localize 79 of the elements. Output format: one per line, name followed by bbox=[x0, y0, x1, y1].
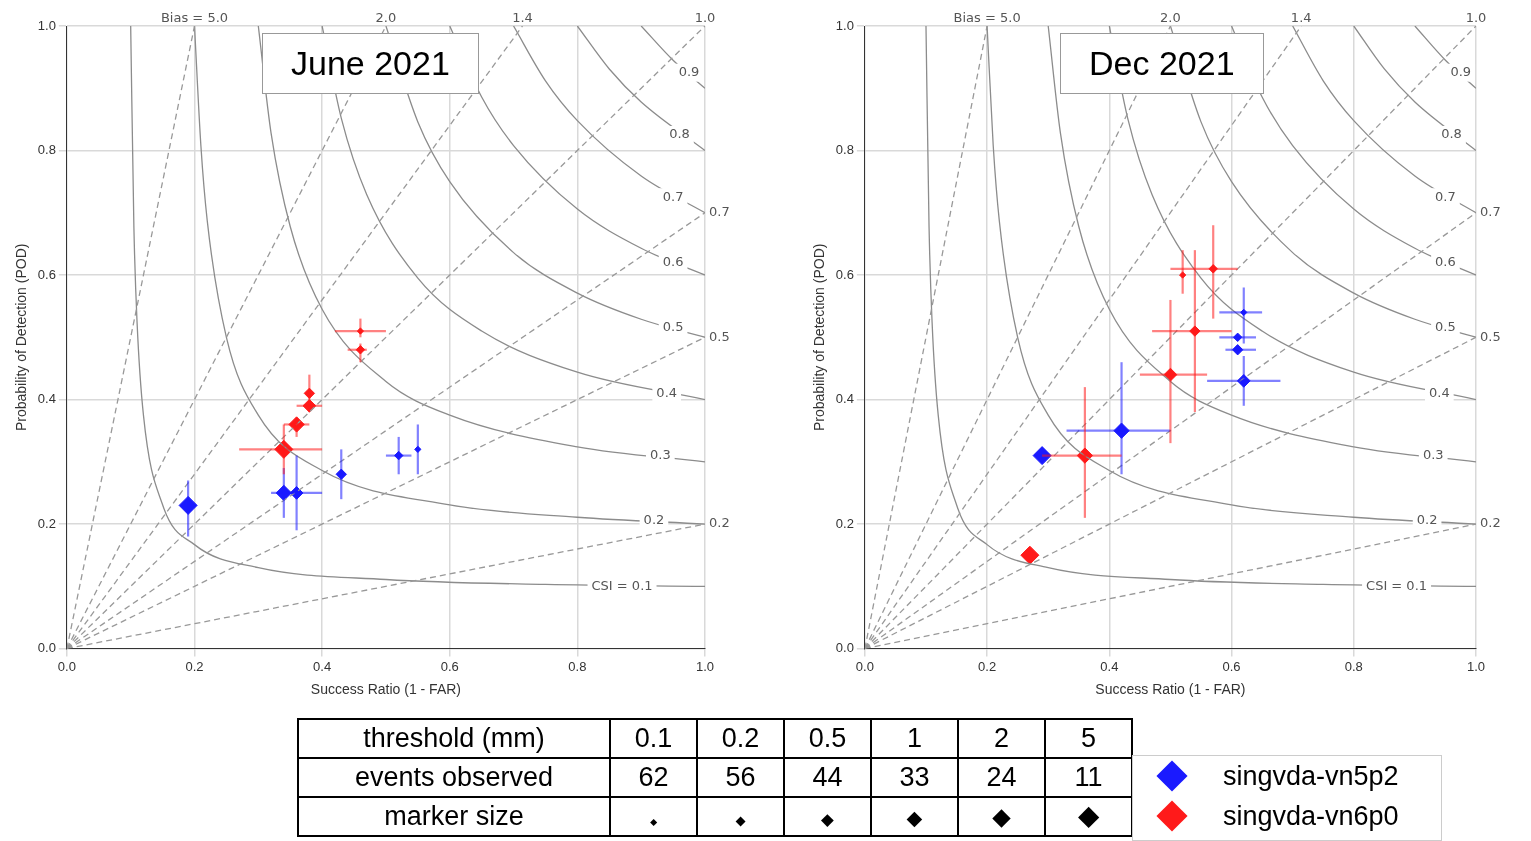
y-tick-label: 0.0 bbox=[835, 640, 854, 656]
annotation: 0.2 bbox=[643, 512, 665, 528]
annotation: CSI = 0.1 bbox=[591, 577, 653, 593]
y-tick-label: 0.6 bbox=[835, 266, 854, 282]
y-tick-label: 0.4 bbox=[37, 391, 56, 407]
category-label: 0.2 bbox=[697, 719, 784, 758]
y-tick-label: 0.4 bbox=[835, 391, 854, 407]
legend-label: singvda-vn6p0 bbox=[1223, 800, 1399, 832]
y-tick-label: 0.0 bbox=[37, 640, 56, 656]
y-tick-label: 0.8 bbox=[835, 142, 854, 158]
annotation: 1.4 bbox=[1290, 9, 1312, 25]
category-label: 0.5 bbox=[784, 719, 871, 758]
x-axis-title: Success Ratio (1 - FAR) bbox=[310, 681, 462, 698]
y-tick-label: 0.2 bbox=[835, 515, 854, 531]
annotation: CSI = 0.1 bbox=[1366, 577, 1428, 593]
annotation: 0.2 bbox=[709, 515, 730, 531]
category-label: 5 bbox=[1045, 719, 1132, 758]
text: marker size bbox=[298, 797, 610, 836]
annotation: 1.0 bbox=[694, 9, 716, 25]
y-tick-label: 0.8 bbox=[37, 142, 56, 158]
annotation: Bias = 5.0 bbox=[953, 9, 1021, 25]
category-label: 2 bbox=[958, 719, 1045, 758]
data-label: 44 bbox=[784, 758, 871, 797]
x-tick-label: 0.2 bbox=[978, 658, 997, 674]
y-tick-label: 1.0 bbox=[37, 17, 56, 33]
annotation: 1.4 bbox=[512, 9, 533, 25]
x-tick-label: 0.8 bbox=[1344, 658, 1363, 674]
x-tick-label: 0.4 bbox=[1100, 658, 1119, 674]
category-label: 1 bbox=[871, 719, 958, 758]
data-label: 33 bbox=[871, 758, 958, 797]
annotation: 0.5 bbox=[1480, 328, 1501, 344]
annotation: 0.9 bbox=[1450, 64, 1472, 80]
annotation: 0.7 bbox=[662, 188, 684, 204]
data-label: 56 bbox=[697, 758, 784, 797]
annotation: 0.3 bbox=[649, 446, 671, 462]
x-tick-label: 0.6 bbox=[1222, 658, 1241, 674]
data-label: 62 bbox=[610, 758, 697, 797]
annotation: 0.8 bbox=[669, 126, 690, 142]
annotation: 0.2 bbox=[1416, 512, 1438, 528]
annotation: Bias = 5.0 bbox=[160, 9, 229, 25]
x-tick-label: 0.4 bbox=[313, 658, 332, 674]
annotation: 0.6 bbox=[662, 253, 684, 269]
text: June 2021 bbox=[262, 33, 479, 94]
y-tick-label: 0.6 bbox=[37, 266, 56, 282]
data-label: 11 bbox=[1045, 758, 1132, 797]
annotation: 0.4 bbox=[656, 384, 678, 400]
annotation: 0.6 bbox=[1435, 253, 1456, 269]
annotation: 0.7 bbox=[709, 204, 730, 220]
y-axis-title: Probability of Detection (POD) bbox=[13, 243, 30, 432]
annotation: 0.5 bbox=[1435, 319, 1456, 335]
category-label: 0.1 bbox=[610, 719, 697, 758]
x-tick-label: 0.0 bbox=[57, 658, 76, 674]
annotation: 0.4 bbox=[1428, 384, 1450, 400]
annotation: 0.5 bbox=[662, 319, 684, 335]
text: Dec 2021 bbox=[1060, 33, 1264, 94]
y-tick-label: 0.2 bbox=[37, 515, 56, 531]
annotation: 0.7 bbox=[1480, 204, 1501, 220]
data-label: 24 bbox=[958, 758, 1045, 797]
annotation: 0.2 bbox=[1480, 515, 1501, 531]
annotation: 0.8 bbox=[1441, 126, 1462, 142]
annotation: 2.0 bbox=[1160, 9, 1181, 25]
x-tick-label: 0.8 bbox=[568, 658, 587, 674]
x-tick-label: 0.2 bbox=[185, 658, 204, 674]
text: threshold (mm) bbox=[298, 719, 610, 758]
annotation: 0.5 bbox=[709, 328, 730, 344]
y-axis-title: Probability of Detection (POD) bbox=[811, 243, 828, 432]
annotation: 1.0 bbox=[1465, 9, 1487, 25]
text: events observed bbox=[298, 758, 610, 797]
annotation: 2.0 bbox=[375, 9, 397, 25]
y-tick-label: 1.0 bbox=[835, 17, 854, 33]
x-tick-label: 0.0 bbox=[855, 658, 874, 674]
annotation: 0.7 bbox=[1435, 188, 1456, 204]
x-tick-label: 0.6 bbox=[440, 658, 459, 674]
annotation: 0.9 bbox=[678, 64, 700, 80]
x-tick-label: 1.0 bbox=[1466, 658, 1486, 674]
annotation: 0.3 bbox=[1422, 446, 1444, 462]
x-axis-title: Success Ratio (1 - FAR) bbox=[1095, 681, 1246, 698]
legend-label: singvda-vn5p2 bbox=[1223, 760, 1399, 792]
x-tick-label: 1.0 bbox=[695, 658, 715, 674]
